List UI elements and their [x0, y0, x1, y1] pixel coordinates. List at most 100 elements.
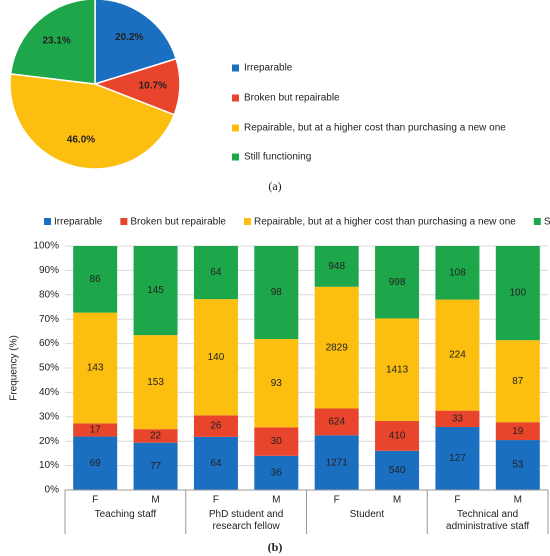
- slice-label: 10.7%: [139, 81, 167, 92]
- bar-segment: [375, 450, 420, 490]
- bar-value-label: 998: [389, 277, 406, 288]
- legend-label: Irreparable: [54, 217, 103, 228]
- bar-segment: [435, 427, 480, 490]
- bar-value-label: 86: [90, 274, 102, 285]
- bar-value-label: 36: [271, 468, 283, 479]
- group-label: PhD student and research fellow: [208, 509, 284, 532]
- y-tick-label: 0%: [45, 485, 60, 496]
- bar-value-label: 33: [452, 413, 464, 424]
- y-tick-label: 30%: [39, 411, 59, 422]
- y-tick-label: 40%: [39, 387, 59, 398]
- bar-value-label: 1413: [386, 364, 409, 375]
- x-tick-label: F: [213, 495, 219, 506]
- bar-segment: [133, 442, 178, 490]
- slice-label: 20.2%: [115, 32, 143, 43]
- y-tick-label: 100%: [33, 241, 59, 252]
- bar-segment: [193, 299, 238, 416]
- y-tick-label: 90%: [39, 265, 59, 276]
- bar-value-label: 100: [509, 288, 526, 299]
- caption: (b): [268, 540, 283, 554]
- legend-swatch: [533, 218, 541, 225]
- bar-value-label: 145: [147, 285, 164, 296]
- x-tick-label: F: [92, 495, 98, 506]
- bar-segment: [495, 422, 540, 441]
- y-tick-label: 20%: [39, 436, 59, 447]
- bar-segment: [254, 339, 299, 428]
- bar-value-label: 140: [208, 352, 225, 363]
- bar-segment: [254, 246, 299, 340]
- bar-segment: [133, 335, 178, 430]
- bar-segment: [314, 408, 359, 436]
- bar-segment: [133, 246, 178, 336]
- bar-segment: [314, 435, 359, 490]
- legend-swatch: [44, 218, 51, 225]
- legend-swatch: [232, 94, 239, 102]
- bar-value-label: 69: [90, 458, 102, 469]
- bar-segment: [375, 421, 420, 451]
- slice-label: 46.0%: [67, 135, 95, 146]
- y-axis-label: Frequency (%): [9, 335, 20, 401]
- bar-segment: [73, 423, 118, 437]
- legend-swatch: [232, 64, 239, 72]
- y-tick-label: 80%: [39, 289, 59, 300]
- bar-value-label: 153: [147, 377, 164, 388]
- bar-segment: [73, 436, 118, 490]
- x-tick-label: M: [272, 495, 280, 506]
- bar-segment: [435, 299, 480, 411]
- legend-label: Repairable, but at a higher cost than pu…: [244, 123, 506, 134]
- bar-segment: [375, 246, 420, 319]
- bar-segment: [314, 286, 359, 409]
- bar-segment: [435, 246, 480, 300]
- bar-value-label: 87: [512, 376, 524, 387]
- bar-value-label: 1271: [326, 457, 349, 468]
- bar-segment: [495, 440, 540, 490]
- bar-value-label: 108: [449, 267, 466, 278]
- pie-slice: [94, 0, 178, 86]
- caption: (a): [268, 179, 281, 193]
- bar-segment: [254, 427, 299, 456]
- group-label: Student: [349, 509, 385, 520]
- bar-segment: [193, 246, 238, 300]
- legend-label: Irreparable: [244, 63, 293, 74]
- bar-segment: [254, 455, 299, 490]
- bar-segment: [193, 436, 238, 490]
- bar-segment: [314, 246, 359, 287]
- group-label-box: PhD student and research fellow: [208, 509, 284, 532]
- legend-swatch: [120, 218, 128, 225]
- x-tick-label: F: [334, 495, 340, 506]
- y-tick-label: 60%: [39, 338, 59, 349]
- bar-value-label: 410: [389, 431, 406, 442]
- y-tick-label: 10%: [39, 460, 59, 471]
- legend-swatch: [232, 124, 239, 132]
- group-label: Technical and administrative staff: [446, 509, 530, 532]
- bar-segment: [133, 429, 178, 443]
- group-label-box: Teaching staff: [94, 509, 157, 520]
- legend-label: Broken but repairable: [130, 217, 226, 228]
- x-tick-label: F: [454, 495, 460, 506]
- bar-value-label: 93: [271, 378, 283, 389]
- bar-segment: [495, 340, 540, 423]
- bar-value-label: 22: [150, 431, 162, 442]
- y-tick-label: 70%: [39, 314, 59, 325]
- legend-swatch: [243, 218, 251, 225]
- bar-value-label: 77: [150, 461, 162, 472]
- bar-segment: [375, 318, 420, 422]
- bar-value-label: 98: [271, 287, 283, 298]
- y-tick-label: 50%: [39, 363, 59, 374]
- legend-label: Repairable, but at a higher cost than pu…: [254, 217, 516, 228]
- legend-label: Broken but repairable: [244, 93, 340, 104]
- pie-slice: [9, 73, 176, 170]
- group-label: Teaching staff: [94, 509, 157, 520]
- legend-label: Still functioning: [544, 217, 550, 228]
- x-tick-label: M: [393, 495, 401, 506]
- x-tick-label: M: [151, 495, 159, 506]
- bar-value-label: 64: [210, 458, 222, 469]
- group-label-box: Technical and administrative staff: [446, 509, 530, 532]
- group-label-box: Student: [349, 509, 385, 520]
- legend-label: Still functioning: [244, 152, 311, 163]
- bar-value-label: 2829: [326, 342, 349, 353]
- bar-value-label: 19: [512, 426, 524, 437]
- bar-value-label: 127: [449, 453, 466, 464]
- bar-segment: [193, 415, 238, 437]
